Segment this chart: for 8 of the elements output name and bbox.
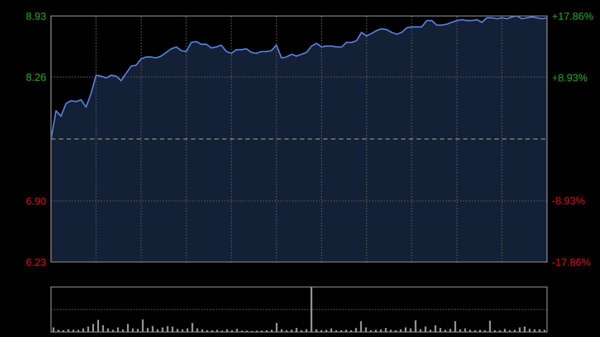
y2-tick-label: -8.93% [552, 197, 584, 204]
y-tick-label: 8.93 [26, 12, 46, 20]
y2-tick-label: +17.86% [552, 12, 593, 20]
y-tick-label: 6.23 [26, 258, 46, 266]
y-tick-label: 8.26 [26, 74, 46, 81]
y-tick-label: 6.90 [26, 197, 46, 205]
y2-tick-label: -17.86% [552, 258, 590, 266]
y2-tick-label: +8.93% [552, 74, 588, 82]
